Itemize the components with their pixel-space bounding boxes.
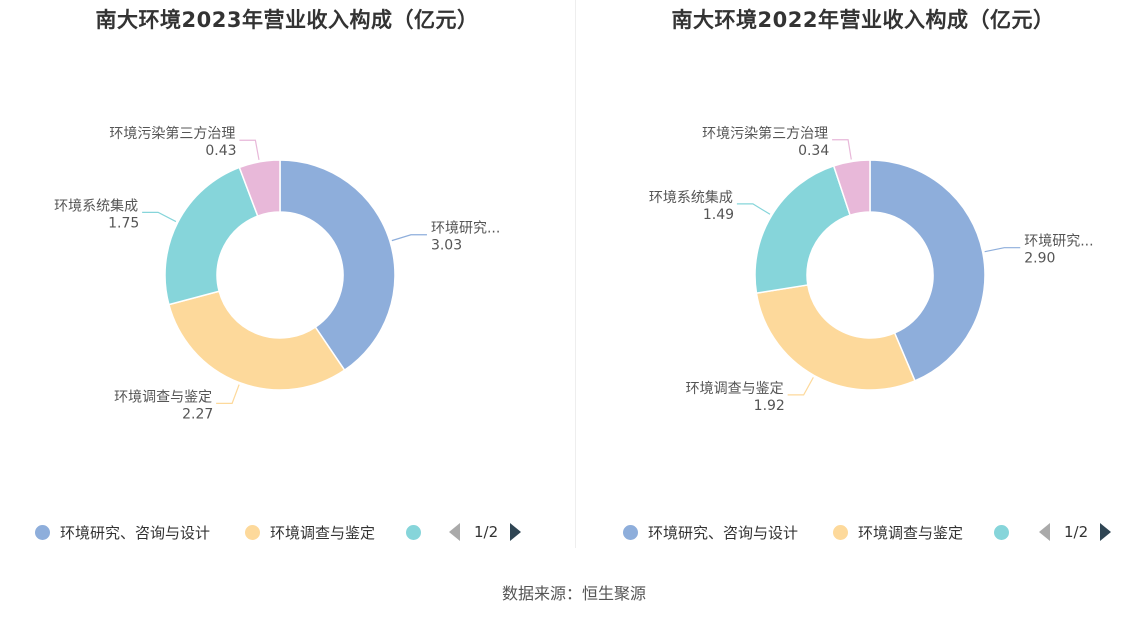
- slice-value-label-3: 1.75: [108, 215, 139, 231]
- chart-panel-2023: 南大环境2023年营业收入构成（亿元） 环境研究... 3.03 环境调查与鉴定 2.…: [0, 0, 574, 550]
- slice-label-line-2: [787, 377, 814, 396]
- donut-slice-3[interactable]: [754, 164, 852, 294]
- chart-title: 南大环境2023年营业收入构成（亿元）: [95, 8, 479, 32]
- slice-label-line-1: [984, 247, 1021, 253]
- legend-page-indicator: 1/2: [1064, 523, 1089, 541]
- legend-item-3[interactable]: [994, 519, 1019, 545]
- slice-value-label-2: 2.27: [182, 406, 213, 422]
- legend: 环境研究、咨询与设计 环境调查与鉴定 1/2: [0, 519, 574, 545]
- legend-pager: 1/2: [449, 519, 522, 545]
- donut-slice-1[interactable]: [869, 159, 986, 382]
- slice-name-label-1: 环境研究...: [431, 221, 500, 237]
- donut-slice-4[interactable]: [238, 159, 281, 218]
- legend-label: 环境研究、咨询与设计: [648, 523, 799, 542]
- slice-label-line-1: [391, 234, 427, 242]
- legend-prev-icon[interactable]: [1039, 523, 1050, 541]
- legend-item-3[interactable]: [406, 519, 431, 545]
- slice-name-label-4: 环境污染第三方治理: [702, 125, 828, 142]
- slice-name-label-4: 环境污染第三方治理: [109, 125, 235, 142]
- slice-label-line-4: [239, 139, 260, 161]
- donut-slice-2[interactable]: [167, 290, 346, 391]
- slice-name-label-1: 环境研究...: [1024, 234, 1093, 250]
- panel-divider: [575, 0, 576, 548]
- legend-page-indicator: 1/2: [474, 523, 499, 541]
- legend-next-icon[interactable]: [510, 523, 522, 541]
- slice-value-label-4: 0.34: [798, 143, 829, 159]
- legend-dot-3: [994, 524, 1009, 540]
- legend-dot-1: [623, 524, 638, 540]
- slice-value-label-1: 3.03: [431, 238, 462, 254]
- legend-label: 环境研究、咨询与设计: [60, 523, 211, 542]
- data-source: 数据来源：恒生聚源: [501, 584, 646, 603]
- legend-item-1[interactable]: 环境研究、咨询与设计: [35, 519, 210, 545]
- slice-name-label-2: 环境调查与鉴定: [114, 389, 212, 405]
- legend-item-2[interactable]: 环境调查与鉴定: [245, 519, 375, 545]
- slice-label-line-3: [142, 211, 177, 223]
- legend-item-1[interactable]: 环境研究、咨询与设计: [623, 519, 798, 545]
- donut-slice-4[interactable]: [832, 159, 871, 217]
- slice-value-label-4: 0.43: [205, 143, 236, 159]
- slice-label-line-2: [216, 384, 240, 404]
- legend-dot-2: [245, 524, 260, 540]
- legend-label: 环境调查与鉴定: [270, 523, 376, 542]
- legend-dot-3: [406, 524, 421, 540]
- chart-panel-2022: 南大环境2022年营业收入构成（亿元） 环境研究... 2.90 环境调查与鉴定 1.…: [576, 0, 1148, 550]
- slice-label-line-3: [736, 203, 771, 215]
- donut-slice-1[interactable]: [279, 159, 396, 372]
- legend-pager: 1/2: [1039, 519, 1112, 545]
- slice-name-label-3: 环境系统集成: [649, 189, 733, 206]
- slice-value-label-1: 2.90: [1024, 251, 1055, 267]
- slice-name-label-3: 环境系统集成: [54, 197, 138, 214]
- slice-label-line-4: [832, 139, 852, 160]
- donut-slice-3[interactable]: [164, 166, 259, 306]
- legend-dot-1: [35, 524, 50, 540]
- slice-value-label-2: 1.92: [754, 398, 785, 414]
- donut-slice-2[interactable]: [755, 284, 916, 391]
- legend-prev-icon[interactable]: [449, 523, 460, 541]
- chart-title: 南大环境2022年营业收入构成（亿元）: [671, 8, 1055, 32]
- legend: 环境研究、咨询与设计 环境调查与鉴定 1/2: [576, 519, 1148, 545]
- slice-value-label-3: 1.49: [703, 207, 734, 223]
- legend-item-2[interactable]: 环境调查与鉴定: [833, 519, 963, 545]
- legend-dot-2: [833, 524, 848, 540]
- slice-name-label-2: 环境调查与鉴定: [686, 381, 784, 397]
- legend-next-icon[interactable]: [1100, 523, 1112, 541]
- legend-label: 环境调查与鉴定: [858, 523, 964, 542]
